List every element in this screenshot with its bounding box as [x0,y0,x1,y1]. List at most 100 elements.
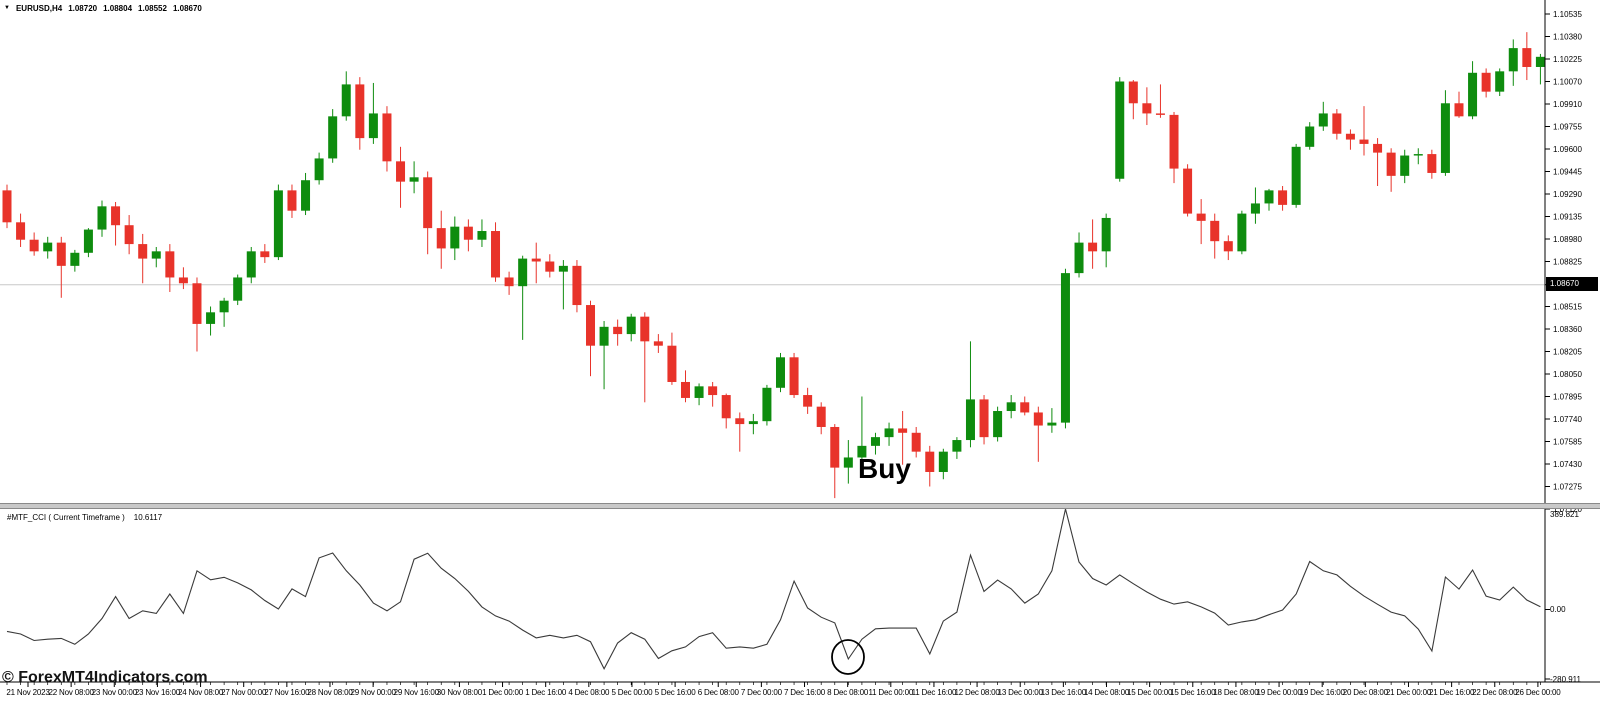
candle-body [273,190,283,258]
time-axis-label: 21 Dec 16:00 [1429,688,1475,697]
candle-body [124,225,134,245]
time-axis-label: 21 Dec 00:00 [1386,688,1432,697]
candle [1318,101,1328,131]
candle-body [748,421,758,425]
time-axis-label: 23 Nov 16:00 [135,688,181,697]
candle-body [328,116,338,159]
candle [667,332,677,385]
candle-body [368,113,378,139]
candle-body [260,251,270,258]
candle-body [1400,155,1410,176]
cci-axis-max-label: 389.821 [1550,510,1579,519]
candle [1468,61,1478,120]
candle-body [1305,126,1315,147]
circle-annotation[interactable] [831,639,865,675]
candle [1345,129,1355,150]
candle [219,297,229,327]
price-axis-label: 1.07585 [1553,438,1582,447]
candle [694,383,704,406]
candle-body [219,300,229,313]
candle [301,172,311,216]
candle-body [138,244,148,259]
candle [396,146,406,208]
candle-body [1155,113,1165,115]
candle [870,432,880,455]
candle [816,402,826,435]
candle [830,424,840,499]
candle [1535,53,1545,85]
time-axis-label: 29 Nov 16:00 [394,688,440,697]
candle-body [463,226,473,240]
time-axis-label: 11 Dec 16:00 [912,688,957,697]
time-axis-label: 22 Nov 08:00 [49,688,95,697]
candle [1278,186,1288,211]
time-axis-label: 18 Dec 08:00 [1213,688,1259,697]
symbol-dropdown-icon[interactable]: ▼ [4,5,10,11]
candle-body [1074,242,1084,274]
candle-body [287,190,297,211]
candle [721,393,731,429]
candle-body [667,345,677,382]
candle-body [1047,422,1057,426]
candle-body [1060,273,1070,423]
candle-body [1183,168,1193,214]
candle-body [355,84,365,139]
candle-body [1128,81,1138,104]
candle-body [545,261,555,272]
candle-body [83,229,93,253]
time-axis-label: 27 Nov 16:00 [264,688,310,697]
price-axis-label: 1.09290 [1553,190,1582,199]
candle [1115,77,1125,182]
price-axis-label: 1.09445 [1553,168,1582,177]
candle [178,267,188,290]
candle-body [206,312,216,324]
time-axis-label: 29 Nov 00:00 [351,688,397,697]
candle [341,71,351,121]
candle [1427,149,1437,179]
candle-body [857,445,867,458]
candle [1223,235,1233,261]
candle-body [192,283,202,324]
indicator-name: #MTF_CCI ( Current Timeframe ) [7,513,125,522]
candle-body [301,180,311,211]
candle-body [1522,48,1532,67]
candle [558,260,568,310]
time-axis-label: 1 Dec 16:00 [525,688,567,697]
candle-body [775,357,785,388]
candle [843,440,853,484]
candle-body [938,451,948,472]
candle [803,387,813,414]
ohlc-low-value: 1.08552 [138,3,167,13]
candle-body [830,426,840,468]
price-axis-label: 1.10070 [1553,78,1582,87]
candle-body [816,406,826,427]
candle [762,384,772,426]
candle-body [16,222,26,240]
candle-body [504,277,514,287]
candle [708,381,718,407]
candle [1237,210,1247,255]
candle-body [29,239,39,252]
indicator-label: #MTF_CCI ( Current Timeframe ) 10.6117 [7,513,162,522]
candle [246,246,256,284]
candle [545,254,555,278]
subwindow-splitter[interactable] [0,503,1600,509]
candle-body [694,386,704,398]
time-axis-label: 15 Dec 00:00 [1127,688,1173,697]
candle [273,184,283,261]
candle-body [843,457,853,468]
candle-body [993,411,1003,438]
candle-body [965,399,975,441]
candle [260,244,270,263]
candle [1522,32,1532,81]
time-axis-label: 7 Dec 16:00 [784,688,826,697]
price-axis-label: 1.10225 [1553,55,1582,64]
candle [1033,406,1043,462]
candle-body [653,341,663,346]
candle [1454,91,1464,118]
candle [653,334,663,353]
candle [775,352,785,393]
candle-body [613,326,623,335]
candle [640,312,650,403]
